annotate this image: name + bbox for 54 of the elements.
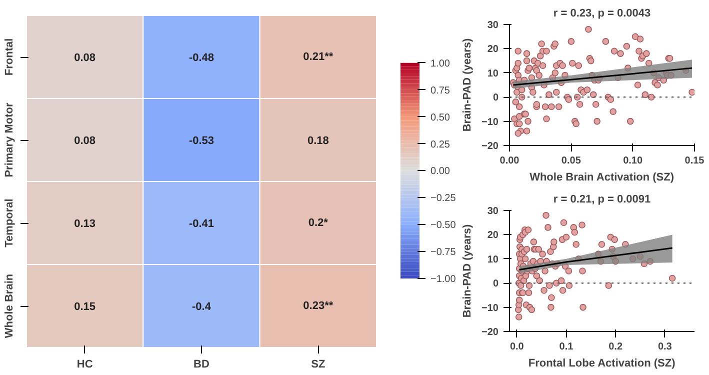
chart-title: r = 0.23, p = 0.0043 [553, 8, 651, 20]
color-bar-label: −1.00 [430, 274, 456, 286]
color-bar-label: 1.00 [430, 58, 450, 70]
x-tick-label: 0.05 [561, 156, 582, 166]
y-tick-label: Temporal [4, 198, 16, 248]
y-tick-label: −10 [482, 302, 499, 314]
data-label: -0.48 [188, 52, 214, 64]
y-tick-label: −20 [482, 327, 499, 338]
data-label: 0.08 [74, 52, 96, 64]
y-tick-label: 30 [487, 20, 499, 31]
x-tick-label: SZ [311, 358, 326, 370]
data-label: 0.21** [303, 51, 334, 63]
y-tick-label: 20 [487, 44, 499, 56]
data-label: -0.41 [188, 218, 214, 230]
x-tick-label: 0.2 [608, 342, 623, 352]
y-tick-label: 0 [492, 278, 499, 290]
x-tick-label: 0.0 [510, 342, 524, 352]
x-tick-label: 0.1 [559, 342, 574, 352]
color-bar-label: 0.75 [430, 85, 450, 96]
y-tick-label: 10 [487, 68, 499, 80]
y-tick-label: 10 [487, 254, 499, 266]
x-axis-title: Whole Brain Activation (SZ) [530, 172, 674, 184]
y-tick-label: 0 [492, 92, 499, 104]
color-bar-label: 0.25 [430, 139, 450, 150]
x-tick-label: 0.00 [500, 156, 520, 166]
y-tick-label: 30 [487, 206, 499, 217]
data-label: -0.53 [188, 135, 214, 147]
y-tick-label: −10 [482, 116, 499, 128]
color-bar-label: 0.50 [430, 112, 450, 124]
y-tick-label: −20 [482, 141, 499, 152]
y-axis-title: Brain-PAD (years) [462, 224, 474, 318]
color-bar-label: −0.50 [430, 220, 456, 232]
x-tick-label: BD [194, 358, 210, 370]
x-axis-title: Frontal Lobe Activation (SZ) [528, 358, 676, 370]
color-bar-label: 0.00 [430, 166, 450, 178]
y-axis-title: Brain-PAD (years) [462, 38, 474, 132]
y-tick-label: Whole Brain [4, 274, 16, 338]
data-label: 0.15 [74, 301, 96, 313]
data-label: 0.08 [74, 135, 96, 147]
y-tick-label: Primary Motor [4, 102, 16, 178]
data-label: -0.4 [192, 301, 212, 313]
data-label: 0.18 [307, 135, 329, 147]
x-tick-label: 0.15 [684, 156, 705, 166]
chart-title: r = 0.21, p = 0.0091 [553, 194, 651, 206]
color-bar-label: −0.75 [430, 247, 456, 258]
x-tick-label: 0.10 [623, 156, 644, 166]
y-tick-label: Frontal [4, 38, 16, 76]
y-tick-label: 20 [487, 230, 499, 242]
color-bar-label: −0.25 [430, 193, 456, 204]
x-tick-label: 0.3 [658, 342, 672, 352]
data-label: 0.23** [303, 300, 334, 312]
data-label: 0.13 [74, 218, 96, 230]
x-tick-label: HC [76, 358, 93, 370]
data-label: 0.2* [308, 217, 329, 229]
